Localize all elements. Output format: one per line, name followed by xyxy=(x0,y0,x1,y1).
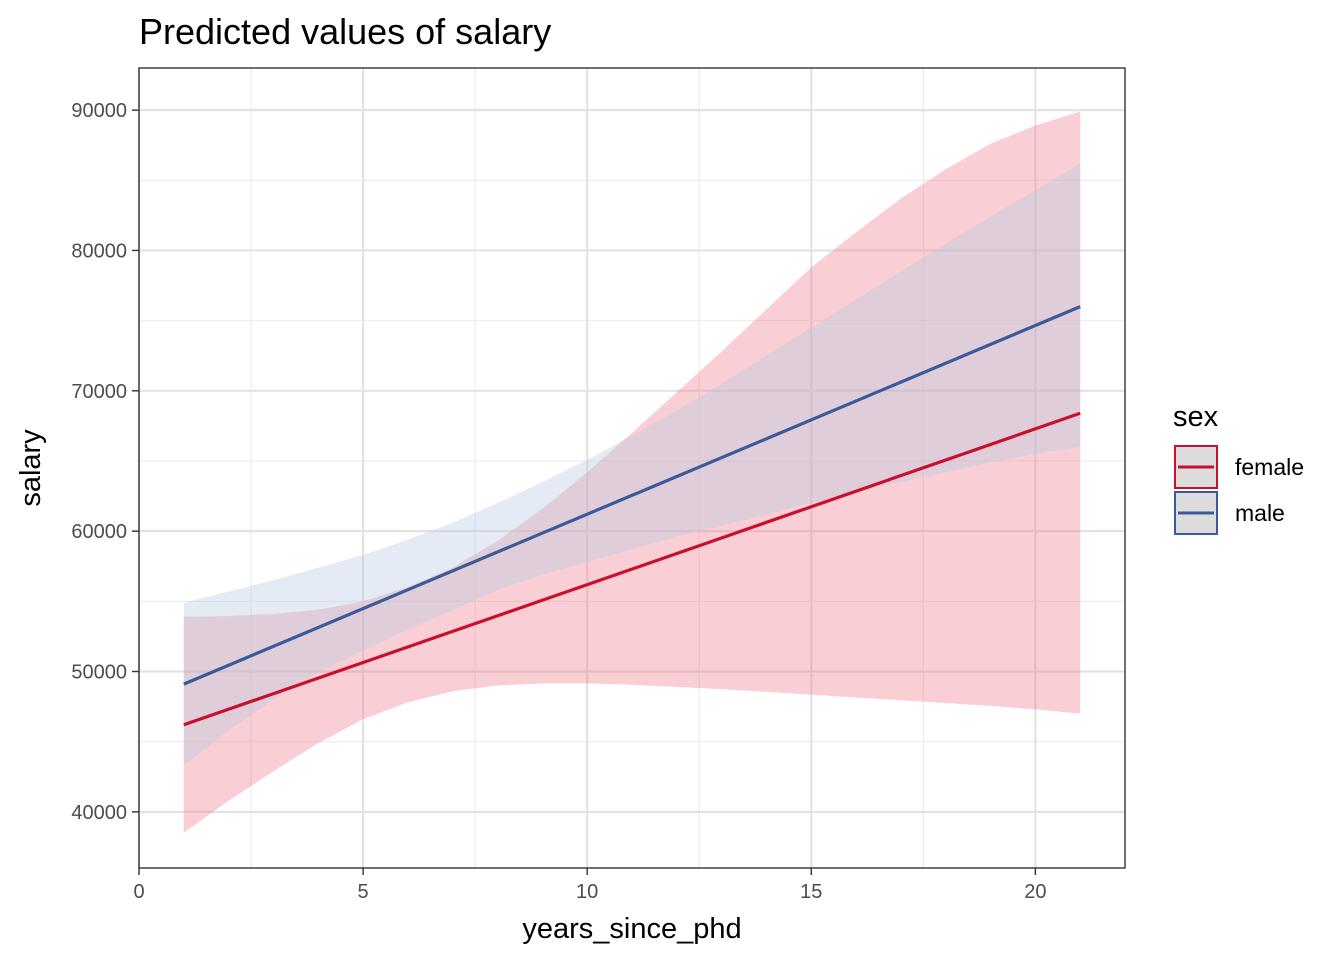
y-tick-label: 70000 xyxy=(71,381,127,403)
ci-band-female xyxy=(183,111,1081,833)
y-axis-ticks: 40000 50000 60000 70000 80000 90000 xyxy=(71,100,139,824)
chart-title: Predicted values of salary xyxy=(139,11,551,52)
x-tick-label: 5 xyxy=(358,881,369,903)
x-tick-label: 10 xyxy=(576,881,598,903)
y-tick-label: 40000 xyxy=(71,802,127,824)
line-female xyxy=(183,411,1081,727)
legend-title: sex xyxy=(1173,401,1219,433)
legend: sex female male xyxy=(1173,401,1304,535)
plot-panel-background xyxy=(139,68,1125,868)
y-tick-label: 90000 xyxy=(71,100,127,122)
legend-label-male: male xyxy=(1235,500,1285,526)
x-axis-ticks: 0 5 10 15 20 xyxy=(133,868,1046,903)
x-axis-title: years_since_phd xyxy=(522,913,741,945)
y-axis-title: salary xyxy=(15,429,47,507)
y-tick-label: 80000 xyxy=(71,240,127,262)
series-lines xyxy=(183,305,1081,727)
y-tick-label: 50000 xyxy=(71,662,127,684)
y-tick-label: 60000 xyxy=(71,521,127,543)
x-tick-label: 15 xyxy=(800,881,822,903)
line-male xyxy=(183,305,1081,686)
plot-panel-border xyxy=(138,67,1126,869)
confidence-bands xyxy=(183,111,1081,833)
x-tick-label: 0 xyxy=(133,881,144,903)
legend-label-female: female xyxy=(1235,454,1304,480)
x-tick-label: 20 xyxy=(1024,881,1046,903)
ci-band-male xyxy=(183,163,1081,766)
